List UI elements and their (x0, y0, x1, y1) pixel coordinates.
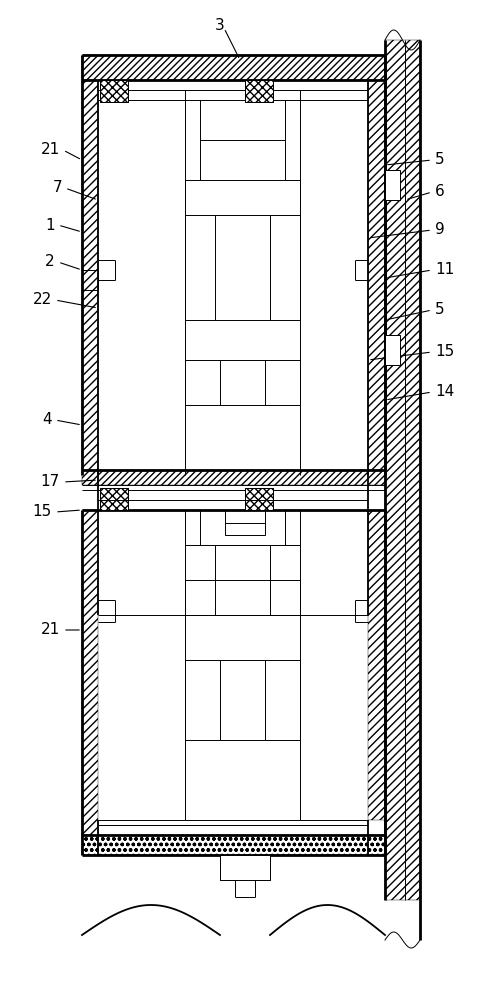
Text: 22: 22 (33, 292, 52, 308)
Bar (82, 470, 385, 485)
Text: 17: 17 (41, 475, 60, 489)
Bar (100, 488, 128, 510)
Bar (245, 488, 273, 510)
Text: 1: 1 (46, 218, 55, 232)
Bar (82, 55, 98, 475)
Text: 6: 6 (435, 184, 445, 200)
Bar (385, 40, 420, 900)
Text: 3: 3 (215, 17, 225, 32)
Text: 15: 15 (435, 344, 454, 360)
Text: 2: 2 (46, 254, 55, 269)
Bar (82, 510, 98, 855)
Bar (225, 523, 265, 535)
Bar (245, 488, 273, 510)
Bar (100, 80, 128, 102)
Text: 9: 9 (435, 223, 445, 237)
Text: 5: 5 (435, 152, 445, 167)
Text: 4: 4 (43, 412, 52, 428)
Bar (245, 80, 273, 102)
Text: 15: 15 (33, 504, 52, 520)
Bar (82, 835, 385, 855)
Text: 5: 5 (435, 302, 445, 318)
Text: 14: 14 (435, 384, 454, 399)
Text: 21: 21 (41, 142, 60, 157)
Bar (82, 55, 385, 80)
Bar (368, 510, 385, 820)
Text: 7: 7 (52, 180, 62, 196)
Bar (368, 80, 385, 475)
Bar (100, 488, 128, 510)
Bar (245, 80, 273, 102)
Bar (385, 170, 400, 200)
Bar (220, 855, 270, 880)
Text: 11: 11 (435, 262, 454, 277)
Bar (100, 80, 128, 102)
Bar (385, 335, 400, 365)
Text: 21: 21 (41, 622, 60, 638)
